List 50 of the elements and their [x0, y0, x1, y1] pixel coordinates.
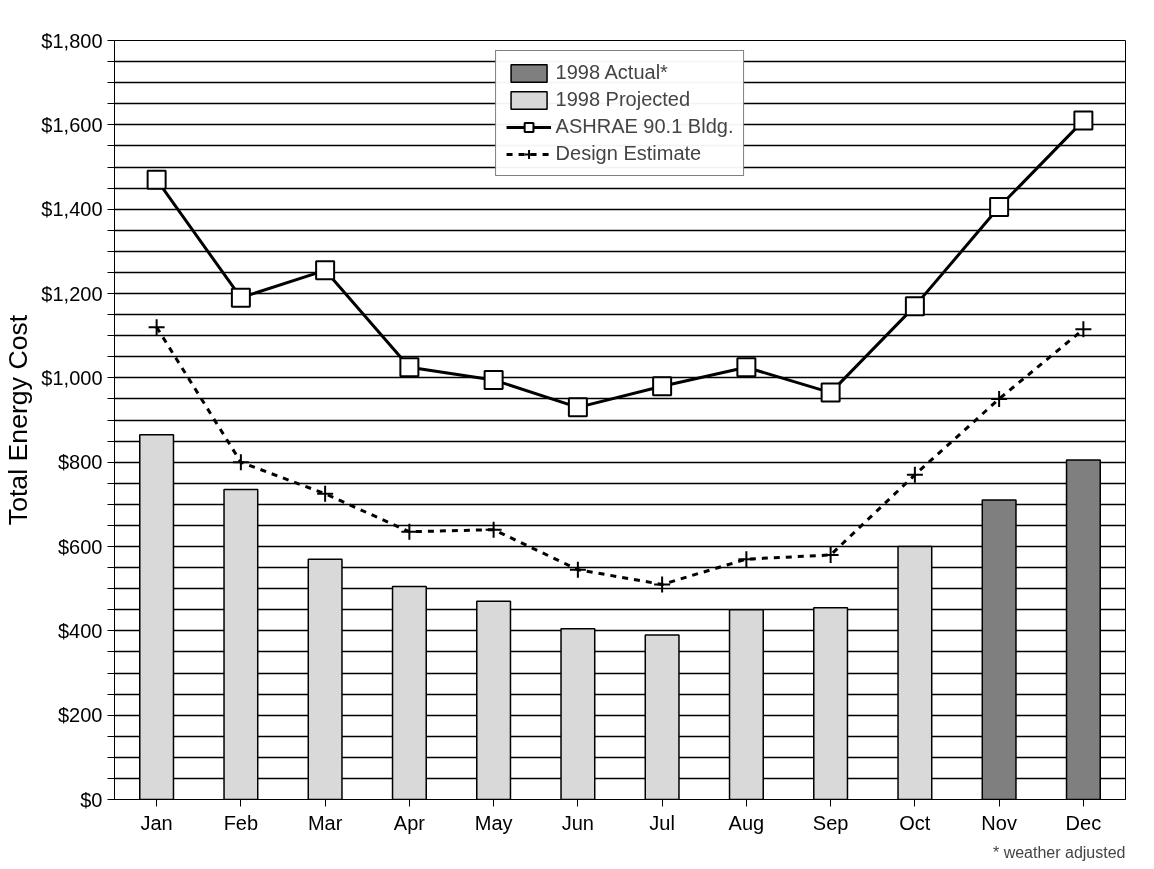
x-tick-label: Jun — [561, 811, 594, 834]
x-tick-label: Oct — [899, 811, 931, 834]
x-tick-label: May — [474, 811, 513, 834]
x-tick-label: Jul — [649, 811, 675, 834]
point — [483, 369, 504, 390]
y-tick-label: $600 — [58, 535, 103, 558]
point — [230, 287, 251, 308]
x-tick-label: Dec — [1065, 811, 1102, 834]
point — [315, 260, 336, 281]
point — [316, 484, 335, 503]
y-tick-label: $400 — [58, 619, 103, 642]
point — [904, 296, 925, 317]
y-tick-label: $200 — [58, 704, 103, 727]
legend-label: ASHRAE 90.1 Bldg. — [555, 115, 734, 138]
x-tick-label: Sep — [812, 811, 849, 834]
point — [568, 560, 587, 579]
point — [231, 453, 250, 472]
point — [399, 357, 420, 378]
point — [990, 389, 1009, 408]
point — [1073, 110, 1094, 131]
point — [652, 376, 673, 397]
point — [1074, 320, 1093, 339]
y-tick-label: $1,000 — [41, 366, 103, 389]
point — [989, 197, 1010, 218]
x-tick-label: Mar — [307, 811, 343, 834]
y-tick-label: $1,600 — [41, 113, 103, 136]
y-tick-label: $1,200 — [41, 282, 103, 305]
y-tick-label: $0 — [80, 788, 103, 811]
point — [567, 397, 588, 418]
point — [905, 465, 924, 484]
x-tick-label: Aug — [728, 811, 765, 834]
legend-label: 1998 Projected — [555, 88, 691, 111]
text: * weather adjusted — [992, 843, 1126, 861]
point — [737, 550, 756, 569]
x-tick-label: Apr — [393, 811, 426, 834]
legend-label: Design Estimate — [555, 142, 702, 165]
point — [146, 169, 167, 190]
x-tick-label: Nov — [981, 811, 1017, 834]
y-tick-label: $1,800 — [41, 29, 103, 52]
point — [820, 382, 841, 403]
y-axis-title: Total Energy Cost — [3, 314, 34, 526]
point — [484, 520, 503, 539]
point — [147, 318, 166, 337]
x-tick-label: Jan — [140, 811, 173, 834]
y-tick-label: $800 — [58, 451, 103, 474]
legend-label: 1998 Actual* — [555, 61, 668, 84]
point — [736, 357, 757, 378]
point — [653, 575, 672, 594]
y-tick-label: $1,400 — [41, 198, 103, 221]
x-tick-label: Feb — [223, 811, 259, 834]
